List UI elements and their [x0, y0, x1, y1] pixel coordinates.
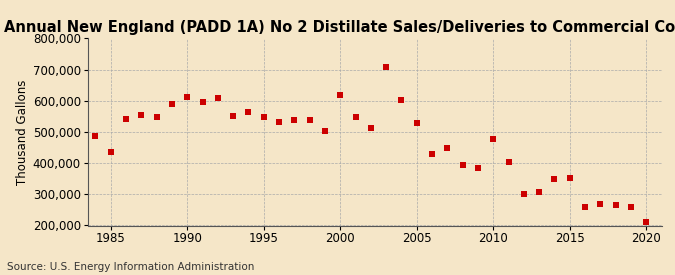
Point [626, 205, 637, 209]
Point [411, 121, 422, 125]
Point [136, 113, 146, 118]
Point [580, 205, 591, 209]
Point [472, 166, 483, 171]
Point [564, 176, 575, 180]
Point [289, 118, 300, 123]
Point [549, 177, 560, 181]
Point [121, 116, 132, 121]
Point [319, 129, 330, 133]
Point [457, 163, 468, 167]
Point [304, 117, 315, 122]
Point [105, 150, 116, 155]
Point [182, 95, 192, 99]
Point [273, 120, 284, 124]
Point [151, 115, 162, 119]
Point [197, 100, 208, 104]
Point [243, 110, 254, 115]
Point [365, 126, 376, 130]
Point [595, 202, 605, 206]
Point [610, 203, 621, 207]
Point [227, 114, 238, 118]
Point [381, 64, 392, 69]
Point [335, 92, 346, 97]
Point [488, 137, 499, 141]
Point [167, 102, 178, 106]
Point [259, 115, 269, 119]
Point [396, 97, 407, 102]
Y-axis label: Thousand Gallons: Thousand Gallons [16, 79, 28, 185]
Point [534, 190, 545, 194]
Point [503, 160, 514, 164]
Point [213, 95, 223, 100]
Title: Annual New England (PADD 1A) No 2 Distillate Sales/Deliveries to Commercial Cons: Annual New England (PADD 1A) No 2 Distil… [3, 20, 675, 35]
Point [442, 146, 453, 150]
Point [641, 219, 651, 224]
Point [427, 151, 437, 156]
Point [518, 192, 529, 197]
Point [90, 134, 101, 138]
Point [350, 115, 361, 120]
Text: Source: U.S. Energy Information Administration: Source: U.S. Energy Information Administ… [7, 262, 254, 272]
